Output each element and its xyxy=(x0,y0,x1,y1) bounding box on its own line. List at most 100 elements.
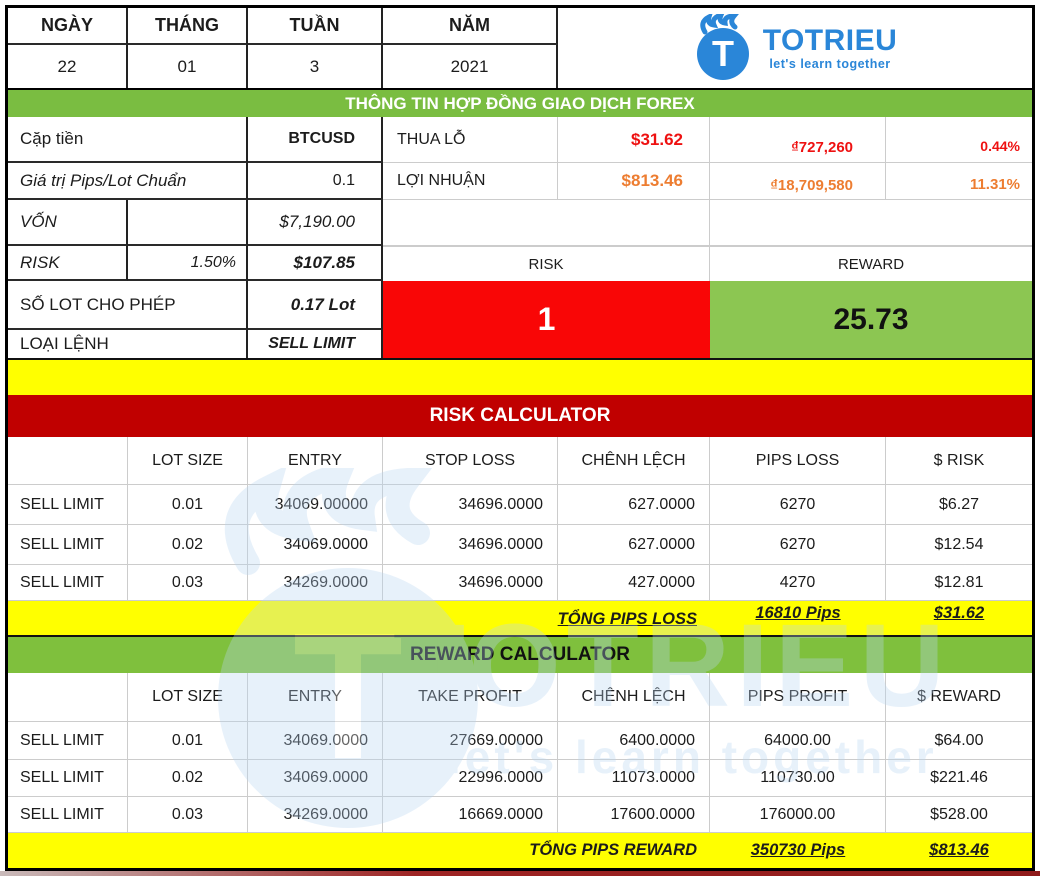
table-cell: 34269.0000 xyxy=(248,565,383,601)
profit-usd: $813.46 xyxy=(558,163,710,200)
pair-value: BTCUSD xyxy=(248,117,383,163)
risk-header-lotsize: LOT SIZE xyxy=(128,437,248,485)
risk-total-pips: 16810 Pips xyxy=(755,604,841,622)
date-value-month: 01 xyxy=(128,45,248,88)
table-cell: $12.54 xyxy=(886,525,1032,565)
table-cell: $12.81 xyxy=(886,565,1032,601)
risk-header-usdrisk: $ RISK xyxy=(886,437,1032,485)
date-value-day: 22 xyxy=(8,45,128,88)
table-cell: 6400.0000 xyxy=(558,722,710,760)
reward-total-pips: 350730 Pips xyxy=(750,841,846,859)
loss-pct: 0.44% xyxy=(886,117,1032,163)
risk-total-usd: $31.62 xyxy=(933,604,985,622)
profit-pct: 11.31% xyxy=(886,163,1032,200)
pip-value: 0.1 xyxy=(248,163,383,200)
empty-cell xyxy=(383,200,710,246)
table-cell: $221.46 xyxy=(886,760,1032,797)
date-header-day: NGÀY xyxy=(8,8,128,45)
table-cell: 34069.0000 xyxy=(248,722,383,760)
reward-header-pipsprofit: PIPS PROFIT xyxy=(710,673,886,722)
capital-label: VỐN xyxy=(8,200,128,246)
reward-header-entry: ENTRY xyxy=(248,673,383,722)
risk-header-diff: CHÊNH LỆCH xyxy=(558,437,710,485)
spreadsheet: NGÀY THÁNG TUẦN NĂM 22 01 3 2021 T TOTRI… xyxy=(5,5,1035,871)
order-value: SELL LIMIT xyxy=(248,330,383,358)
lots-value: 0.17 Lot xyxy=(248,281,383,330)
reward-header-usdreward: $ REWARD xyxy=(886,673,1032,722)
table-cell: 6270 xyxy=(710,485,886,525)
bottom-edge-strip xyxy=(0,871,1040,876)
risk-value-box: 1 xyxy=(383,281,710,358)
table-cell: 627.0000 xyxy=(558,485,710,525)
table-cell: 34696.0000 xyxy=(383,525,558,565)
reward-header-lotsize: LOT SIZE xyxy=(128,673,248,722)
reward-header-diff: CHÊNH LỆCH xyxy=(558,673,710,722)
reward-calc-table: LOT SIZE ENTRY TAKE PROFIT CHÊNH LỆCH PI… xyxy=(8,673,1032,833)
table-cell: 27669.00000 xyxy=(383,722,558,760)
risk-calc-table: LOT SIZE ENTRY STOP LOSS CHÊNH LỆCH PIPS… xyxy=(8,437,1032,601)
date-value-week: 3 xyxy=(248,45,383,88)
date-value-year: 2021 xyxy=(383,45,558,88)
table-cell: 64000.00 xyxy=(710,722,886,760)
table-cell: 627.0000 xyxy=(558,525,710,565)
risk-header-empty xyxy=(8,437,128,485)
contract-title-bar: THÔNG TIN HỢP ĐỒNG GIAO DỊCH FOREX xyxy=(8,88,1032,117)
risk-header-entry: ENTRY xyxy=(248,437,383,485)
reward-value-box: 25.73 xyxy=(710,281,1032,358)
table-cell: 17600.0000 xyxy=(558,797,710,833)
reward-total-usd: $813.46 xyxy=(929,841,989,859)
risk-total-label: TỔNG PIPS LOSS xyxy=(557,609,697,628)
totrieu-logo-icon: T xyxy=(696,14,749,80)
loss-vnd: ₫727,260 xyxy=(710,117,886,163)
yellow-separator xyxy=(8,358,1032,395)
reward-calc-title-bar: REWARD CALCULATOR xyxy=(8,637,1032,673)
table-cell: 0.03 xyxy=(128,565,248,601)
table-cell: $64.00 xyxy=(886,722,1032,760)
reward-total-label: TỔNG PIPS REWARD xyxy=(529,841,697,859)
table-cell: 34069.0000 xyxy=(248,525,383,565)
reward-header: REWARD xyxy=(710,246,1032,281)
logo-tagline: let's learn together xyxy=(769,56,891,71)
loss-usd: $31.62 xyxy=(558,117,710,163)
table-cell: SELL LIMIT xyxy=(8,722,128,760)
table-cell: $6.27 xyxy=(886,485,1032,525)
date-header-week: TUẦN xyxy=(248,8,383,45)
table-cell: 4270 xyxy=(710,565,886,601)
table-cell: 0.02 xyxy=(128,760,248,797)
pair-label: Cặp tiền xyxy=(8,117,248,163)
risk-header-stoploss: STOP LOSS xyxy=(383,437,558,485)
table-cell: SELL LIMIT xyxy=(8,565,128,601)
risk-header-pipsloss: PIPS LOSS xyxy=(710,437,886,485)
table-cell: 34269.0000 xyxy=(248,797,383,833)
date-header-year: NĂM xyxy=(383,8,558,45)
pip-label: Giá trị Pips/Lot Chuẩn xyxy=(8,163,248,200)
table-cell: $528.00 xyxy=(886,797,1032,833)
date-header-month: THÁNG xyxy=(128,8,248,45)
lots-label: SỐ LOT CHO PHÉP xyxy=(8,281,248,330)
risk-usd: $107.85 xyxy=(248,246,383,281)
table-cell: SELL LIMIT xyxy=(8,760,128,797)
table-cell: 427.0000 xyxy=(558,565,710,601)
table-cell: 34069.00000 xyxy=(248,485,383,525)
table-cell: 6270 xyxy=(710,525,886,565)
reward-header-takeprofit: TAKE PROFIT xyxy=(383,673,558,722)
table-cell: 0.01 xyxy=(128,722,248,760)
reward-total-row: TỔNG PIPS REWARD 350730 Pips $813.46 xyxy=(8,833,1032,868)
table-cell: SELL LIMIT xyxy=(8,525,128,565)
table-cell: 34696.0000 xyxy=(383,565,558,601)
risk-header: RISK xyxy=(383,246,710,281)
table-cell: 176000.00 xyxy=(710,797,886,833)
table-cell: 34069.0000 xyxy=(248,760,383,797)
table-cell: 11073.0000 xyxy=(558,760,710,797)
risk-calc-title-bar: RISK CALCULATOR xyxy=(8,395,1032,437)
loss-label: THUA LỖ xyxy=(383,117,558,163)
reward-header-empty xyxy=(8,673,128,722)
logo-cell: T TOTRIEU let's learn together xyxy=(558,8,1032,88)
table-cell: 0.03 xyxy=(128,797,248,833)
capital-empty-cell xyxy=(128,200,248,246)
risk-label: RISK xyxy=(8,246,128,281)
table-cell: 0.01 xyxy=(128,485,248,525)
totrieu-logo: T TOTRIEU let's learn together xyxy=(693,14,898,82)
order-label: LOẠI LỆNH xyxy=(8,330,248,358)
risk-pct: 1.50% xyxy=(128,246,248,281)
